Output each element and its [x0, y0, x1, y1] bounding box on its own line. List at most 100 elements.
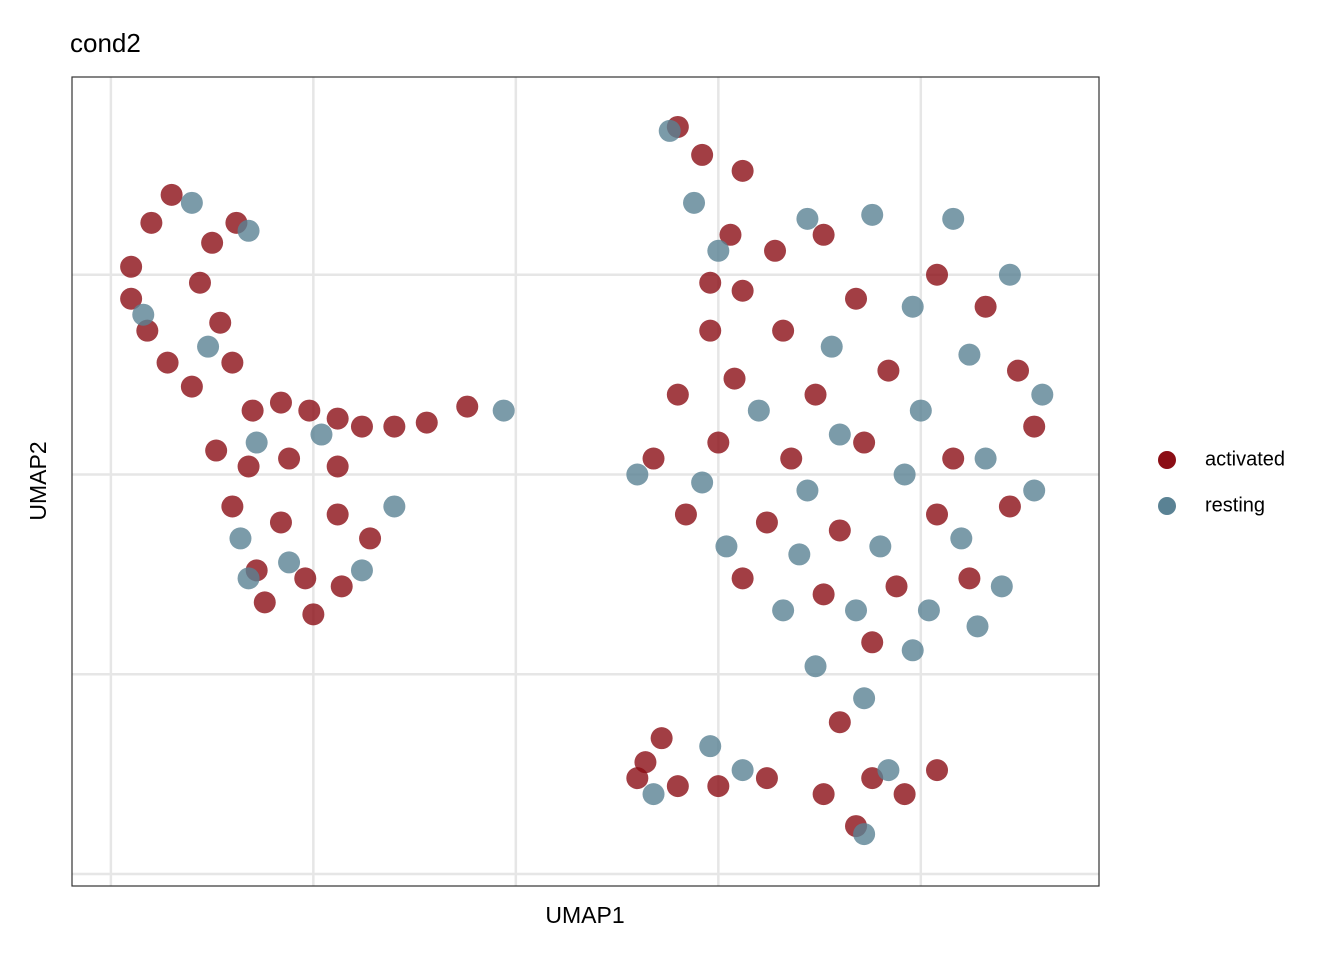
- point: [942, 447, 965, 470]
- point: [229, 527, 252, 550]
- point: [853, 687, 876, 710]
- point: [221, 495, 244, 518]
- point: [828, 423, 851, 446]
- point: [974, 447, 997, 470]
- point: [719, 223, 742, 246]
- point: [1031, 383, 1054, 406]
- point: [302, 603, 325, 626]
- point: [699, 271, 722, 294]
- point: [926, 263, 949, 286]
- point: [132, 303, 155, 326]
- point: [747, 399, 770, 422]
- point: [241, 399, 264, 422]
- point: [278, 551, 301, 574]
- point: [707, 431, 730, 454]
- point: [1007, 359, 1030, 382]
- point: [294, 567, 317, 590]
- point: [626, 463, 649, 486]
- point: [330, 575, 353, 598]
- point: [237, 455, 260, 478]
- point: [780, 447, 803, 470]
- legend-marker: [1158, 451, 1176, 469]
- point: [909, 399, 932, 422]
- point: [812, 583, 835, 606]
- point: [731, 279, 754, 302]
- point: [160, 183, 183, 206]
- point: [691, 471, 714, 494]
- point: [120, 287, 143, 310]
- point: [812, 783, 835, 806]
- point: [626, 767, 649, 790]
- point: [456, 395, 479, 418]
- point: [269, 511, 292, 534]
- y-axis-label: UMAP2: [25, 441, 51, 520]
- point: [998, 263, 1021, 286]
- point: [926, 759, 949, 782]
- point: [869, 535, 892, 558]
- point: [861, 203, 884, 226]
- point: [383, 415, 406, 438]
- point: [812, 223, 835, 246]
- point: [877, 359, 900, 382]
- point: [691, 143, 714, 166]
- point: [237, 219, 260, 242]
- point: [383, 495, 406, 518]
- point: [1023, 479, 1046, 502]
- point: [707, 239, 730, 262]
- point: [974, 295, 997, 318]
- point: [845, 287, 868, 310]
- point: [674, 503, 697, 526]
- point: [278, 447, 301, 470]
- point: [269, 391, 292, 414]
- point: [731, 567, 754, 590]
- point: [140, 211, 163, 234]
- point: [326, 455, 349, 478]
- point: [796, 479, 819, 502]
- point: [796, 207, 819, 230]
- point: [350, 559, 373, 582]
- point: [804, 655, 827, 678]
- point: [901, 295, 924, 318]
- point: [298, 399, 321, 422]
- point: [666, 383, 689, 406]
- point: [845, 599, 868, 622]
- chart-title: cond2: [70, 28, 141, 58]
- point: [1023, 415, 1046, 438]
- point: [958, 567, 981, 590]
- point: [642, 447, 665, 470]
- point: [245, 431, 268, 454]
- point: [120, 255, 143, 278]
- point: [666, 775, 689, 798]
- point: [221, 351, 244, 374]
- panel-border: [71, 76, 1100, 887]
- point: [731, 759, 754, 782]
- point: [205, 439, 228, 462]
- point: [350, 415, 373, 438]
- point: [772, 599, 795, 622]
- point: [253, 591, 276, 614]
- point: [723, 367, 746, 390]
- legend-marker: [1158, 497, 1176, 515]
- point: [950, 527, 973, 550]
- point: [755, 511, 778, 534]
- point: [209, 311, 232, 334]
- point: [861, 631, 884, 654]
- point: [699, 735, 722, 758]
- point: [942, 207, 965, 230]
- point: [893, 463, 916, 486]
- point: [650, 727, 673, 750]
- point: [699, 319, 722, 342]
- point: [901, 639, 924, 662]
- point: [917, 599, 940, 622]
- point: [966, 615, 989, 638]
- point: [804, 383, 827, 406]
- point: [772, 319, 795, 342]
- point: [853, 823, 876, 846]
- point: [237, 567, 260, 590]
- point: [958, 343, 981, 366]
- point: [326, 407, 349, 430]
- point: [877, 759, 900, 782]
- point: [820, 335, 843, 358]
